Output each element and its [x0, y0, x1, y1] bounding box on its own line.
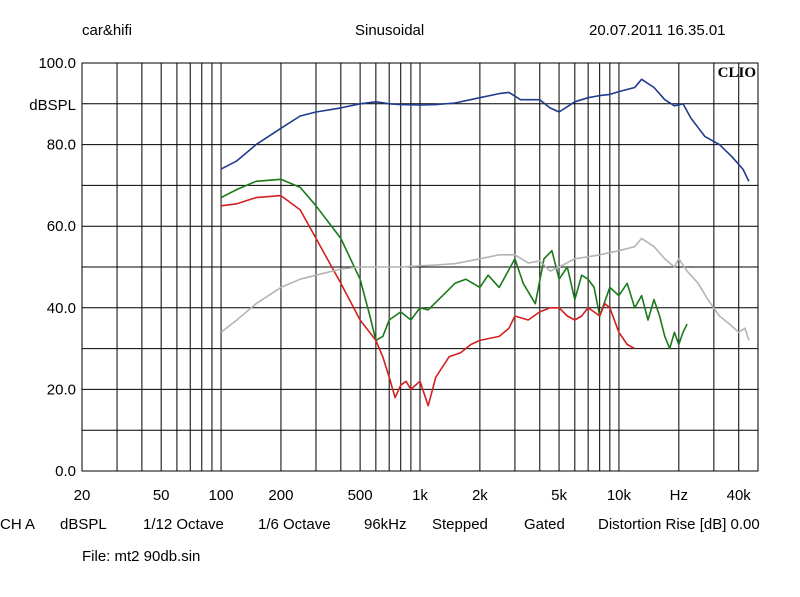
footer-smoothing: 1/12 Octave — [143, 516, 224, 533]
footer-window: Gated — [524, 516, 565, 533]
header-right: 20.07.2011 16.35.01 — [589, 22, 726, 39]
y-tick-label: 40.0 — [47, 300, 76, 317]
x-tick-label: 500 — [348, 487, 373, 504]
footer-rate: 96kHz — [364, 516, 407, 533]
x-tick-label: 50 — [153, 487, 170, 504]
y-tick-label: 0.0 — [55, 463, 76, 480]
y-tick-labels: 0.0 20.0 40.0 60.0 80.0 100.0 — [38, 55, 76, 480]
clio-logo: CLIO — [718, 65, 756, 81]
footer-resolution: 1/6 Octave — [258, 516, 331, 533]
x-tick-label: 100 — [209, 487, 234, 504]
series-curves — [220, 78, 750, 407]
y-tick-label: 60.0 — [47, 218, 76, 235]
y-tick-label: 100.0 — [38, 55, 76, 72]
x-tick-label: 20 — [74, 487, 91, 504]
x-tick-label: 200 — [268, 487, 293, 504]
footer-file: File: mt2 90db.sin — [82, 548, 201, 565]
frequency-response-chart: 0.0 20.0 40.0 60.0 80.0 100.0 20 50 100 200 500 1k… — [29, 55, 759, 504]
series-line-4 — [220, 237, 750, 341]
x-tick-label: 5k — [551, 487, 567, 504]
x-tick-label: 40k — [727, 487, 752, 504]
x-tick-label: 10k — [607, 487, 632, 504]
footer-mode: Stepped — [432, 516, 488, 533]
x-tick-label: Hz — [670, 487, 688, 504]
x-tick-label: 1k — [412, 487, 428, 504]
series-line-1 — [220, 78, 750, 182]
footer-distortion: Distortion Rise [dB] 0.00 — [598, 516, 760, 533]
footer-channel: CH A — [0, 516, 36, 533]
header-center: Sinusoidal — [355, 22, 425, 39]
y-tick-label: 80.0 — [47, 137, 76, 154]
series-line-3 — [220, 194, 636, 407]
y-axis-label: dBSPL — [29, 97, 76, 114]
footer-unit: dBSPL — [60, 516, 107, 533]
y-tick-label: 20.0 — [47, 381, 76, 398]
series-line-2 — [220, 178, 688, 350]
header-left: car&hifi — [82, 22, 133, 39]
x-tick-labels: 20 50 100 200 500 1k 2k 5k 10k Hz 40k — [74, 487, 752, 504]
x-tick-label: 2k — [472, 487, 488, 504]
grid — [82, 63, 758, 471]
